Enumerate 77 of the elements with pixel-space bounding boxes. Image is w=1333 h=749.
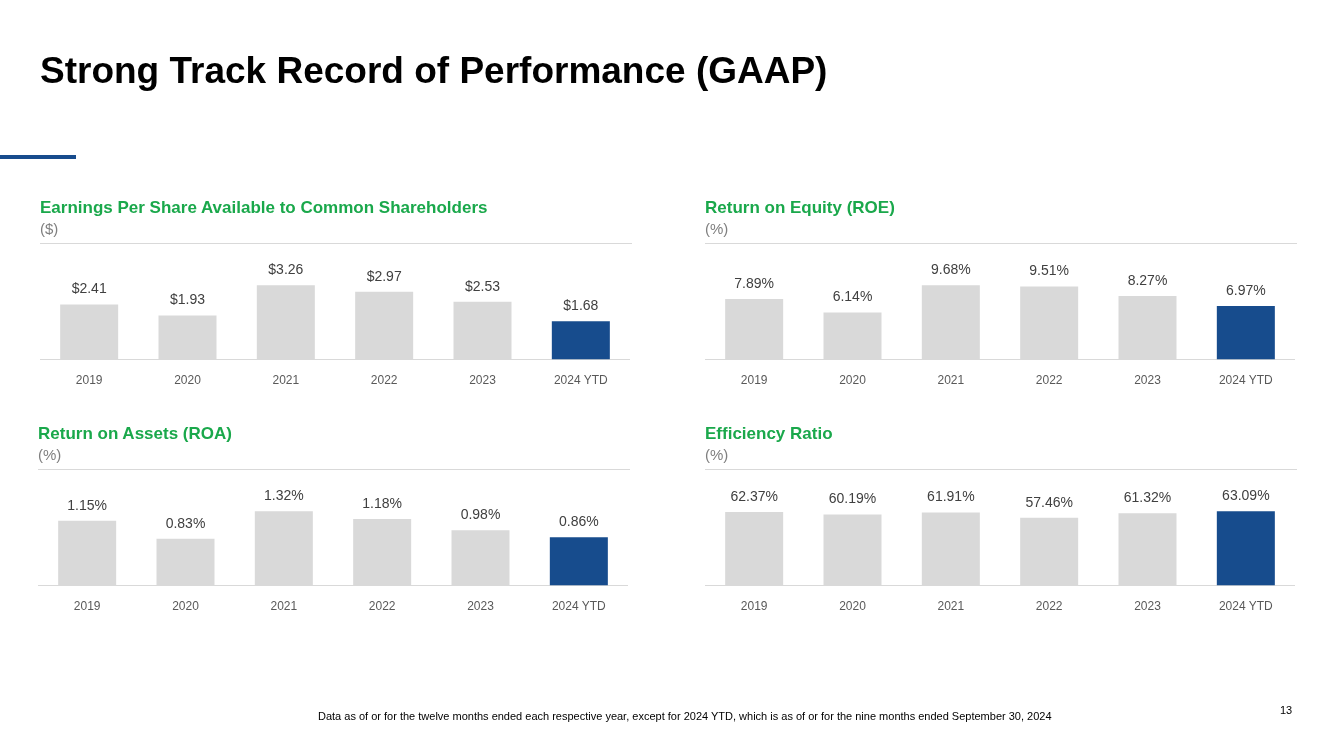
data-label: $2.53 bbox=[464, 277, 501, 294]
data-label: 57.46% bbox=[1025, 493, 1073, 510]
data-label: 61.32% bbox=[1123, 489, 1172, 506]
data-label: 9.51% bbox=[1029, 262, 1070, 279]
text: Data as of or for the twelve months ended each respective year, except for 2024 YTD, which is as of or for the nine months ended September 30, 2024 bbox=[318, 710, 1052, 722]
data-label: 61.91% bbox=[927, 488, 975, 505]
x-tick-label: 2020 bbox=[174, 373, 202, 388]
x-tick-label: 2024 YTD bbox=[1218, 599, 1274, 614]
chart-title: Return on Assets (ROA) bbox=[38, 424, 233, 444]
x-tick-label: 2021 bbox=[272, 373, 300, 388]
bar bbox=[725, 298, 784, 360]
bar bbox=[1216, 306, 1275, 360]
x-tick-label: 2024 YTD bbox=[551, 599, 607, 614]
x-tick-label: 2020 bbox=[172, 599, 200, 614]
x-tick-label: 2023 bbox=[467, 599, 495, 614]
bar bbox=[156, 538, 215, 586]
chart-subtitle: ($) bbox=[40, 220, 60, 238]
data-label: $2.41 bbox=[71, 280, 107, 297]
data-label: 6.97% bbox=[1225, 281, 1266, 298]
data-label: $1.93 bbox=[169, 291, 206, 308]
bar bbox=[254, 511, 313, 586]
x-tick-label: 2019 bbox=[740, 373, 768, 388]
chart-title: Return on Equity (ROE) bbox=[705, 198, 896, 218]
x-tick-label: 2023 bbox=[1134, 373, 1162, 388]
text: Strong Track Record of Performance (GAAP) bbox=[40, 50, 828, 92]
bar bbox=[58, 520, 117, 586]
bar bbox=[451, 530, 510, 586]
x-tick-label: 2021 bbox=[937, 599, 965, 614]
x-tick-label: 2024 YTD bbox=[553, 373, 609, 388]
data-label: $2.97 bbox=[366, 267, 402, 284]
data-label: 9.68% bbox=[930, 261, 971, 278]
data-label: 60.19% bbox=[828, 490, 877, 507]
data-label: 7.89% bbox=[734, 274, 775, 291]
data-label: 8.27% bbox=[1127, 271, 1168, 288]
chart-subtitle: (%) bbox=[38, 446, 63, 464]
bar bbox=[1118, 296, 1177, 360]
chart-subtitle: (%) bbox=[705, 446, 730, 464]
data-label: 1.15% bbox=[67, 496, 108, 513]
bar bbox=[353, 519, 412, 586]
chart-title: Earnings Per Share Available to Common Shareholders bbox=[40, 198, 489, 218]
x-tick-label: 2022 bbox=[1035, 373, 1063, 388]
x-tick-label: 2022 bbox=[370, 373, 398, 388]
data-label: 6.14% bbox=[832, 288, 873, 305]
data-label: 0.86% bbox=[558, 512, 599, 529]
x-tick-label: 2020 bbox=[839, 373, 867, 388]
bar bbox=[921, 285, 980, 360]
x-tick-label: 2021 bbox=[937, 373, 965, 388]
x-tick-label: 2022 bbox=[1035, 599, 1063, 614]
bar bbox=[256, 285, 315, 360]
x-tick-label: 2022 bbox=[368, 599, 396, 614]
x-tick-label: 2020 bbox=[839, 599, 867, 614]
bar bbox=[158, 315, 217, 360]
x-tick-label: 2023 bbox=[469, 373, 497, 388]
bar bbox=[60, 304, 119, 360]
x-tick-label: 2019 bbox=[73, 599, 101, 614]
bar bbox=[355, 291, 414, 360]
data-label: 0.83% bbox=[165, 514, 206, 531]
x-tick-label: 2021 bbox=[270, 599, 298, 614]
chart-title: Efficiency Ratio bbox=[705, 424, 834, 444]
bar bbox=[453, 301, 512, 360]
x-tick-label: 2019 bbox=[75, 373, 103, 388]
data-label: $1.68 bbox=[563, 297, 599, 314]
data-label: 62.37% bbox=[730, 487, 778, 504]
text: 13 bbox=[1280, 704, 1293, 716]
bar bbox=[551, 321, 610, 360]
x-tick-label: 2024 YTD bbox=[1218, 373, 1274, 388]
data-label: $3.26 bbox=[268, 261, 304, 278]
chart-subtitle: (%) bbox=[705, 220, 730, 238]
x-tick-label: 2019 bbox=[740, 599, 768, 614]
bar bbox=[1020, 286, 1079, 360]
data-label: 1.18% bbox=[362, 494, 403, 511]
data-label: 63.09% bbox=[1222, 487, 1270, 504]
data-label: 1.32% bbox=[263, 487, 304, 504]
bar bbox=[549, 537, 608, 586]
x-tick-label: 2023 bbox=[1134, 599, 1162, 614]
bar bbox=[823, 312, 882, 360]
data-label: 0.98% bbox=[460, 506, 501, 523]
